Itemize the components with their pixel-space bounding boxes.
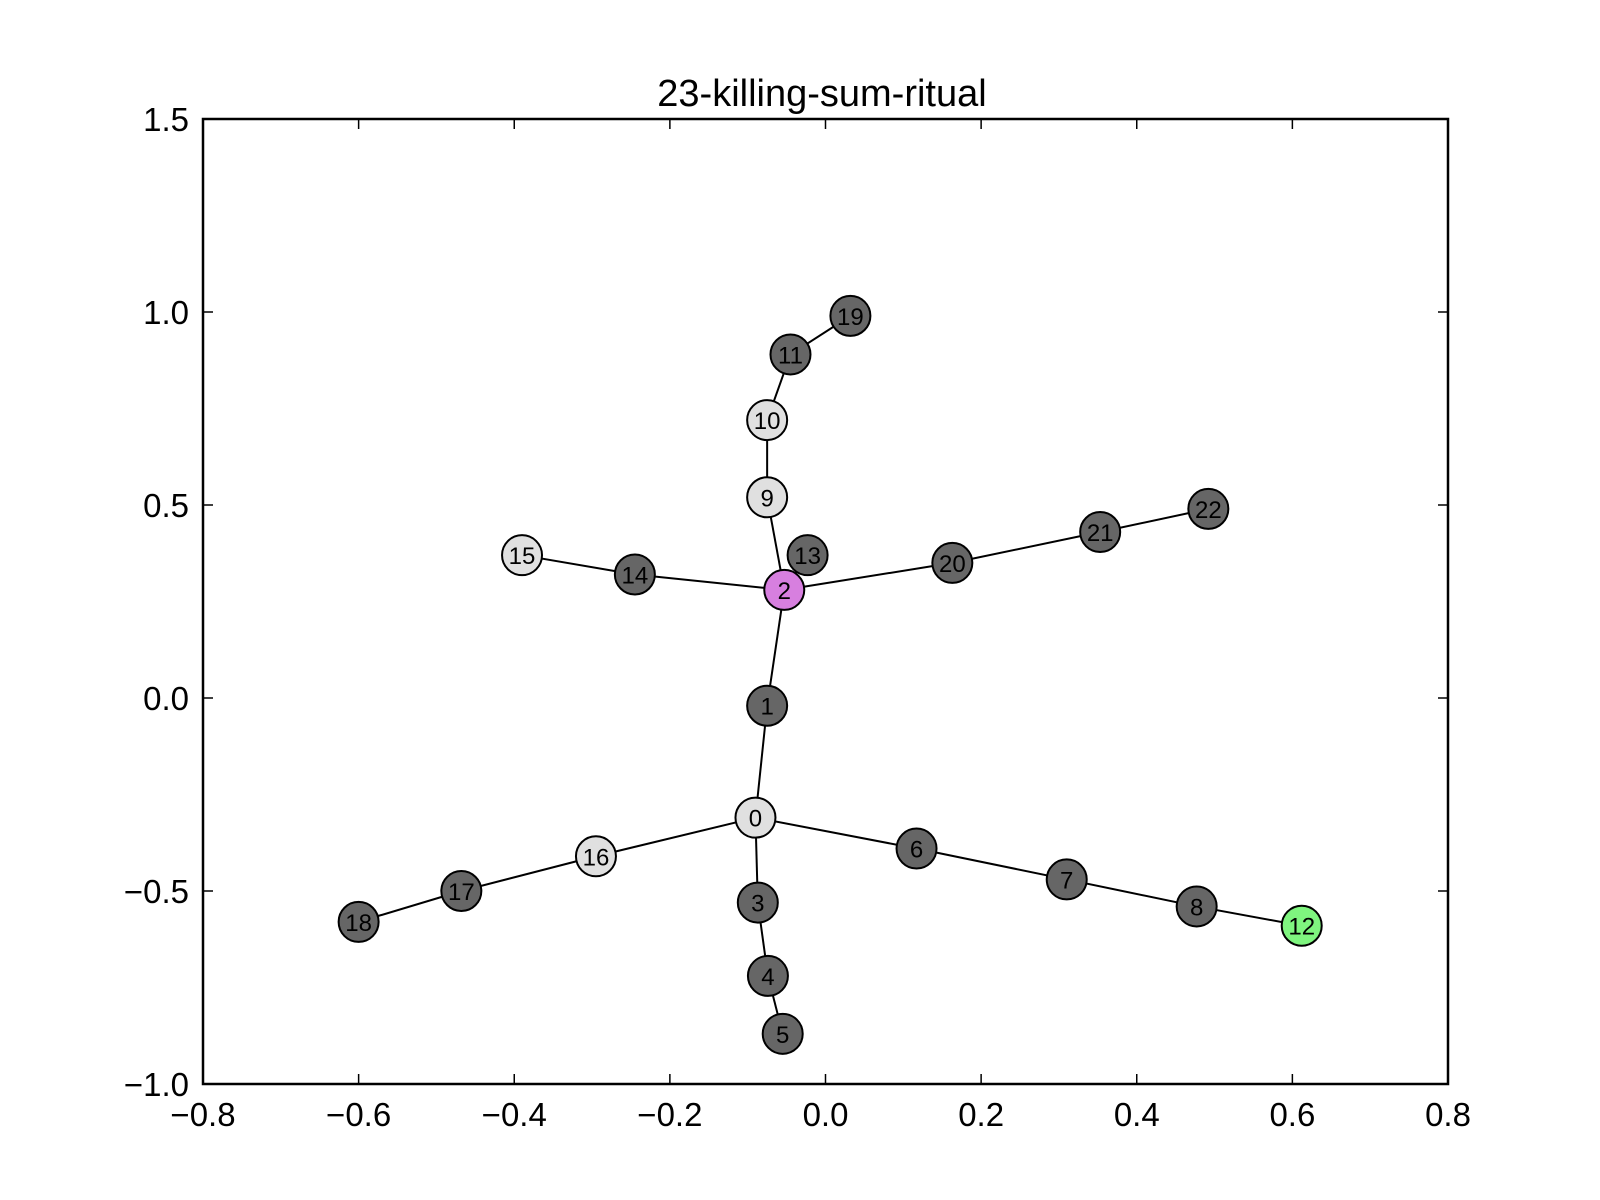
x-tick-label: −0.8	[170, 1096, 235, 1133]
edge-6-7	[916, 847, 1067, 881]
node-12: 12	[1280, 904, 1323, 947]
node-circle	[1079, 511, 1122, 554]
node-circle	[613, 553, 656, 596]
node-7: 7	[1045, 858, 1088, 901]
x-tick-label: 0.6	[1269, 1096, 1315, 1133]
node-4: 4	[746, 954, 789, 997]
edge-2-20	[784, 561, 953, 591]
node-circle	[746, 684, 789, 727]
node-2: 2	[763, 568, 806, 611]
node-5: 5	[761, 1012, 804, 1055]
node-14: 14	[613, 553, 656, 596]
node-label: 19	[837, 304, 864, 331]
node-3: 3	[736, 881, 779, 924]
node-label: 14	[622, 562, 649, 589]
node-10: 10	[746, 399, 789, 442]
node-16: 16	[574, 835, 617, 878]
node-15: 15	[501, 534, 544, 577]
y-tick-label: 1.0	[143, 294, 189, 331]
node-label: 6	[910, 837, 923, 864]
edge-20-21	[952, 531, 1101, 564]
node-circle	[1045, 858, 1088, 901]
x-tick-label: −0.2	[637, 1096, 702, 1133]
node-circle	[895, 827, 938, 870]
node-11: 11	[769, 333, 812, 376]
node-circle	[931, 541, 974, 584]
node-circle	[746, 476, 789, 519]
node-label: 0	[749, 806, 762, 833]
chart-title: 23-killing-sum-ritual	[657, 73, 986, 115]
node-label: 11	[778, 342, 803, 369]
node-circle	[746, 954, 789, 997]
y-tick-label: 1.5	[143, 101, 189, 138]
node-circle	[1175, 885, 1218, 928]
node-circle	[734, 796, 777, 839]
node-1: 1	[746, 684, 789, 727]
node-18: 18	[337, 900, 380, 943]
edge-0-16	[595, 816, 756, 858]
node-label: 18	[345, 910, 372, 937]
edge-7-8	[1066, 878, 1197, 908]
node-label: 3	[751, 891, 764, 918]
node-9: 9	[746, 476, 789, 519]
node-circle	[337, 900, 380, 943]
x-tick-label: 0.2	[958, 1096, 1004, 1133]
edge-0-6	[755, 816, 917, 850]
node-label: 8	[1190, 894, 1203, 921]
node-21: 21	[1079, 511, 1122, 554]
node-circle	[786, 534, 829, 577]
edge-2-14	[634, 573, 785, 591]
node-label: 12	[1288, 914, 1315, 941]
node-circle	[736, 881, 779, 924]
node-0: 0	[734, 796, 777, 839]
node-19: 19	[829, 294, 872, 337]
node-label: 9	[760, 485, 773, 512]
node-8: 8	[1175, 885, 1218, 928]
node-label: 22	[1195, 497, 1222, 524]
edge-16-17	[461, 855, 597, 892]
node-label: 5	[776, 1022, 789, 1049]
node-label: 1	[760, 694, 773, 721]
node-6: 6	[895, 827, 938, 870]
node-circle	[763, 568, 806, 611]
axes-frame	[201, 117, 1450, 1086]
node-circle	[746, 399, 789, 442]
node-label: 21	[1087, 520, 1114, 547]
edges-layer	[358, 315, 1302, 1035]
node-label: 20	[939, 551, 966, 578]
node-20: 20	[931, 541, 974, 584]
ticks-layer: −0.8 −0.6 −0.4 −0.2 0.0 0.2 0.4 0.6 0.8 −1.0 −0.5 0…	[124, 101, 1471, 1133]
node-circle	[440, 870, 483, 912]
x-tick-label: 0.0	[803, 1096, 849, 1133]
x-tick-label: −0.4	[482, 1096, 547, 1133]
node-circle	[1187, 487, 1230, 530]
node-label: 13	[794, 543, 821, 570]
x-tick-label: −0.6	[326, 1096, 391, 1133]
x-tick-label: 0.8	[1425, 1096, 1471, 1133]
node-label: 10	[754, 408, 781, 435]
node-label: 4	[761, 964, 774, 991]
node-circle	[829, 294, 872, 337]
y-tick-label: −0.5	[124, 873, 189, 910]
node-label: 7	[1060, 867, 1073, 894]
node-label: 16	[583, 844, 610, 871]
node-circle	[761, 1012, 804, 1055]
node-label: 2	[778, 578, 791, 605]
y-tick-label: −1.0	[124, 1066, 189, 1103]
node-label: 15	[509, 543, 536, 570]
node-circle	[574, 835, 617, 878]
node-22: 22	[1187, 487, 1230, 530]
node-label: 17	[448, 879, 475, 906]
node-13: 13	[786, 534, 829, 577]
node-17: 17	[440, 870, 483, 912]
y-tick-label: 0.0	[143, 680, 189, 717]
node-circle	[769, 333, 812, 376]
x-tick-label: 0.4	[1114, 1096, 1160, 1133]
y-tick-label: 0.5	[143, 487, 189, 524]
node-circle	[501, 534, 544, 577]
node-circle	[1280, 904, 1323, 947]
